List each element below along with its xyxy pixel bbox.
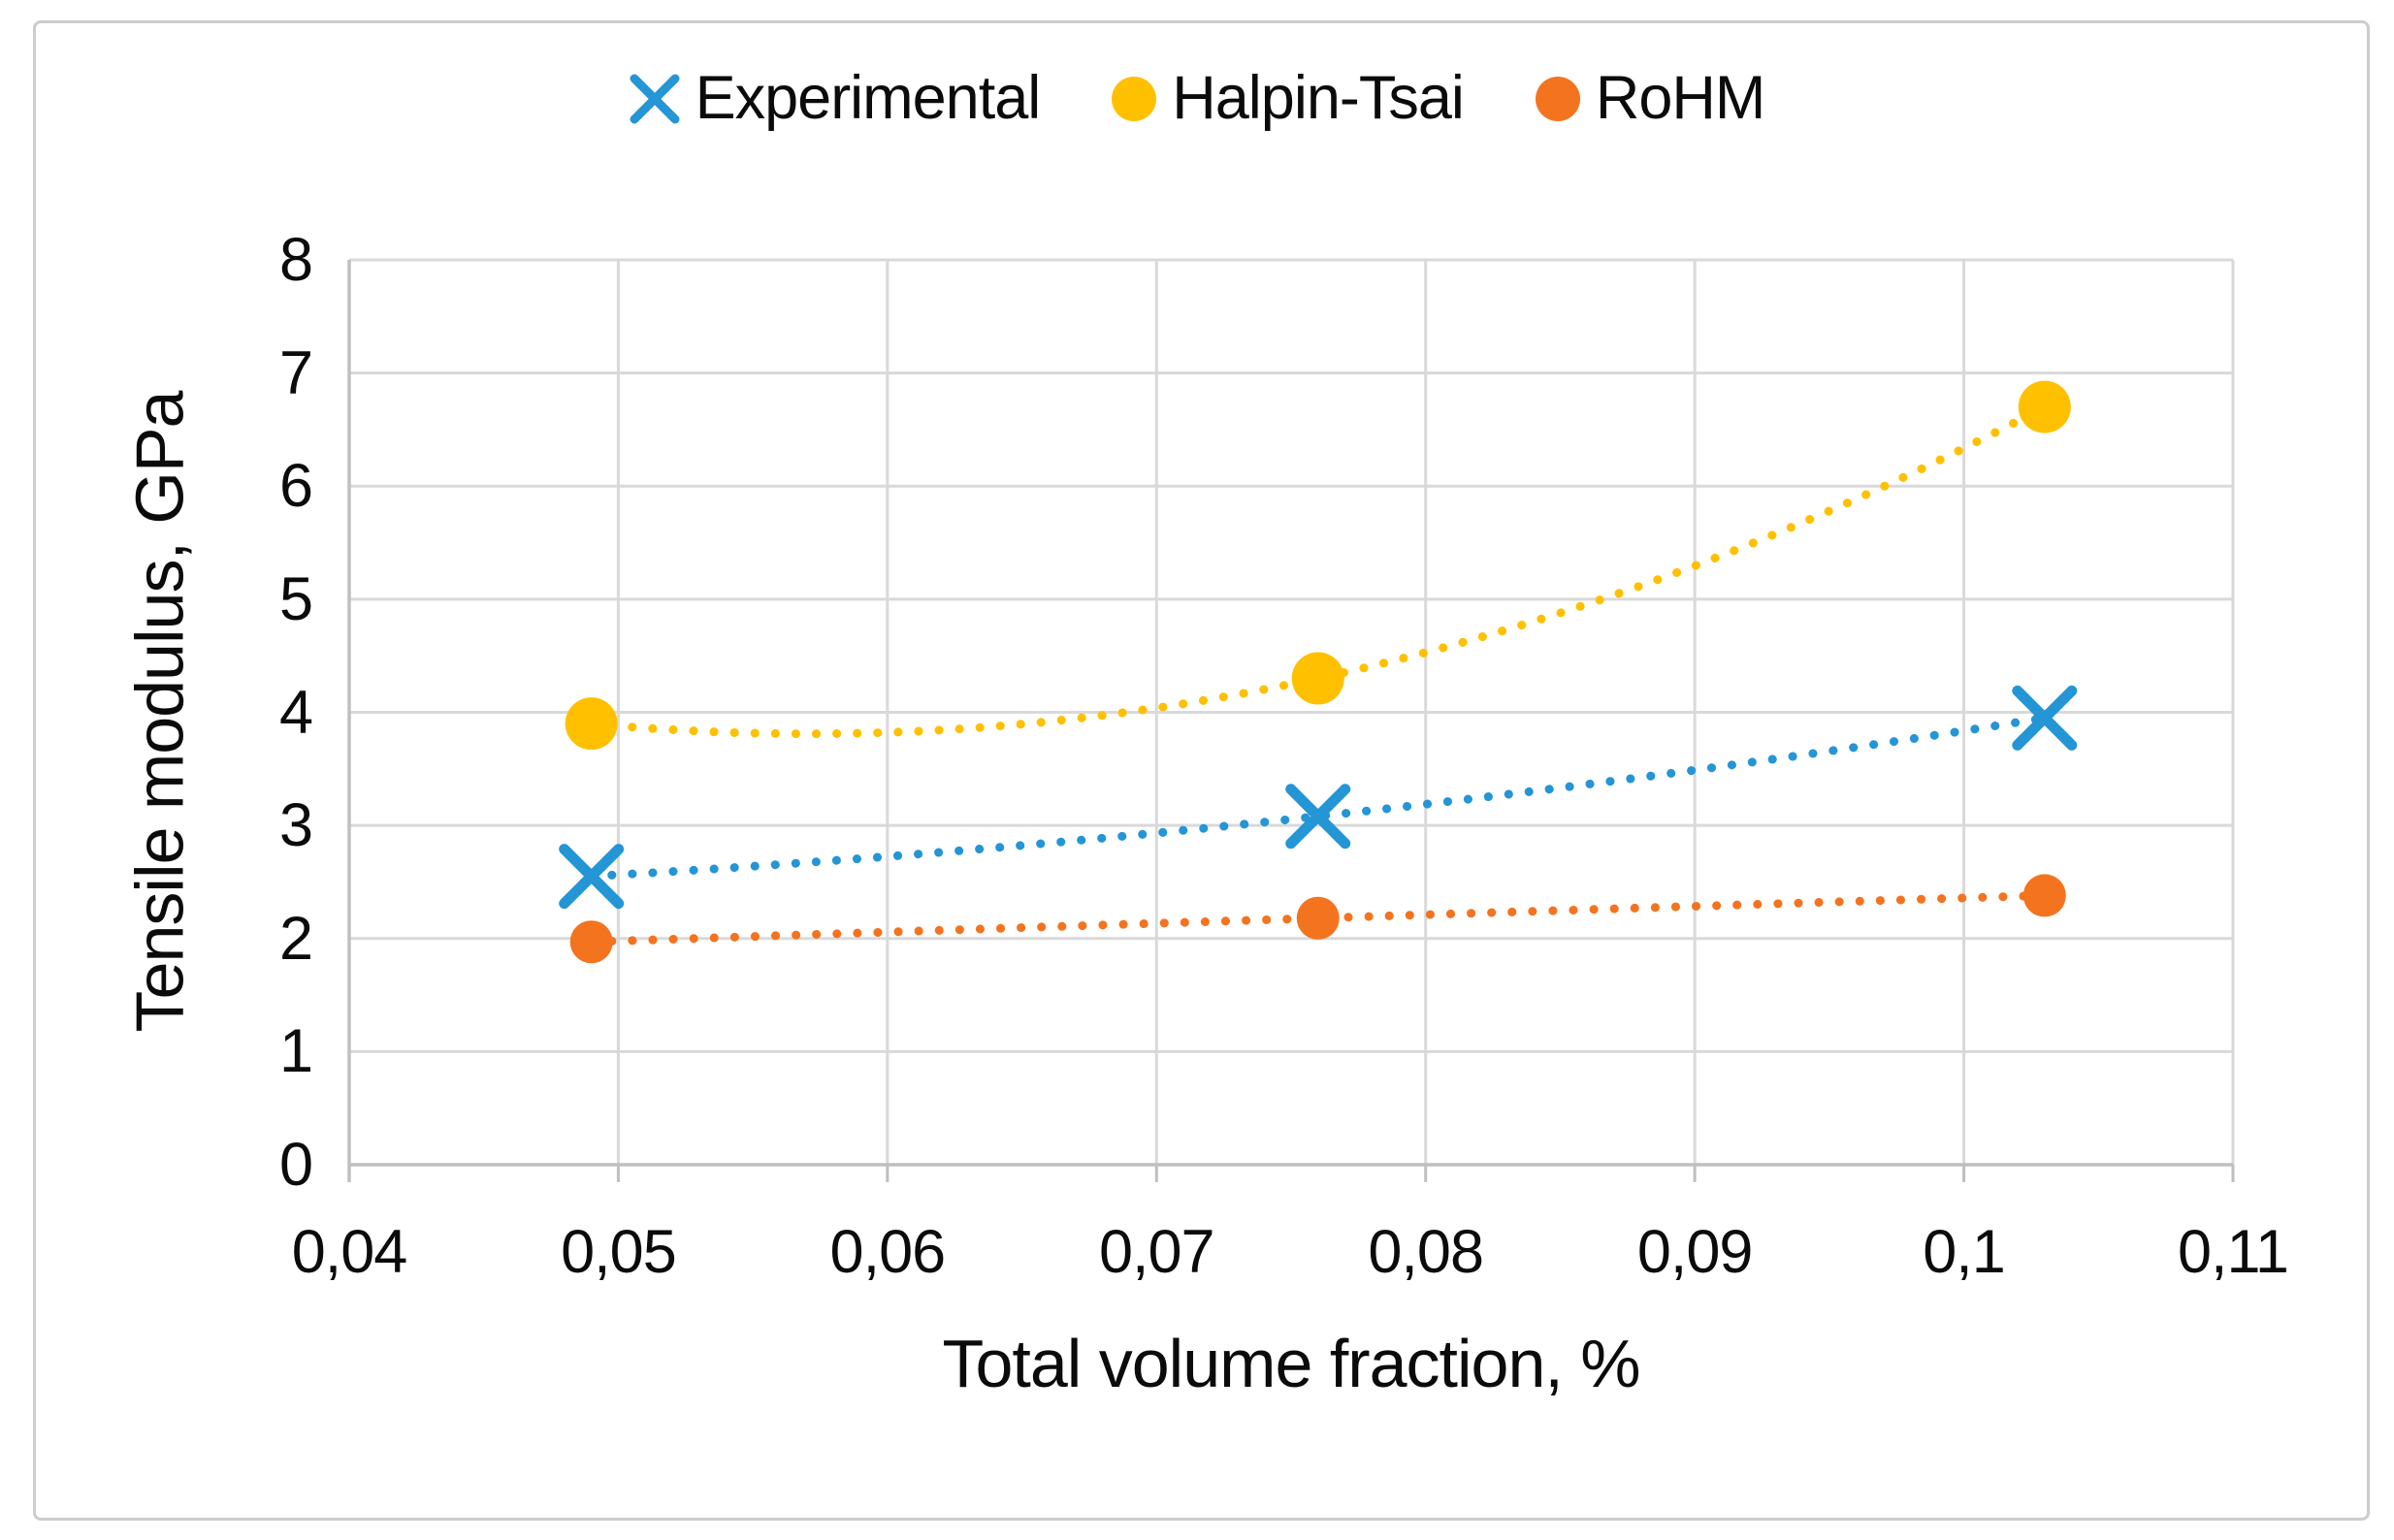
rohm-marker-icon [1535,76,1580,121]
data-point-experimental [559,844,625,910]
legend-item-rohm: RoHM [1535,64,1766,132]
y-axis-title: Tensile modulus, GPa [121,391,198,1033]
y-tick-label: 3 [278,791,313,860]
data-point-rohm [2022,874,2066,917]
legend-label: Experimental [695,64,1042,132]
x-tick-label: 0,05 [561,1218,677,1286]
halpin-tsai-marker-icon [1112,76,1157,121]
x-tick-label: 0,07 [1098,1218,1215,1286]
x-tick-label: 0,1 [1923,1218,2006,1286]
data-point-halpin-tsai [565,697,618,751]
y-tick-label: 5 [278,564,313,633]
legend-label: RoHM [1595,64,1766,132]
experimental-marker-icon [630,74,680,123]
trendline-rohm [587,890,2050,946]
legend-item-experimental: Experimental [630,68,1041,129]
x-tick-label: 0,09 [1636,1218,1754,1286]
chart-legend: Experimental Halpin-Tsai RoHM [0,68,2394,129]
data-point-experimental [1285,784,1351,850]
y-tick-label: 1 [278,1017,313,1086]
y-tick-label: 4 [278,678,313,747]
x-axis-title: Total volume fraction, % [942,1326,1640,1401]
x-tick-label: 0,11 [2178,1218,2289,1286]
data-point-halpin-tsai [1291,652,1344,705]
y-tick-label: 0 [278,1131,313,1199]
y-tick-label: 2 [278,904,313,973]
x-tick-label: 0,06 [829,1218,947,1286]
trendline-halpin-tsai [587,402,2050,739]
x-tick-label: 0,04 [291,1218,408,1286]
data-point-experimental [2012,685,2078,751]
y-tick-label: 7 [278,338,313,407]
x-tick-label: 0,08 [1368,1218,1484,1286]
y-tick-label: 8 [278,226,313,294]
data-point-rohm [1296,896,1340,940]
legend-label: Halpin-Tsai [1172,64,1465,132]
data-point-halpin-tsai [2018,380,2071,433]
data-point-rohm [569,920,613,964]
y-tick-label: 6 [278,452,313,521]
legend-item-halpin-tsai: Halpin-Tsai [1112,64,1465,132]
trendline-experimental [587,713,2050,882]
